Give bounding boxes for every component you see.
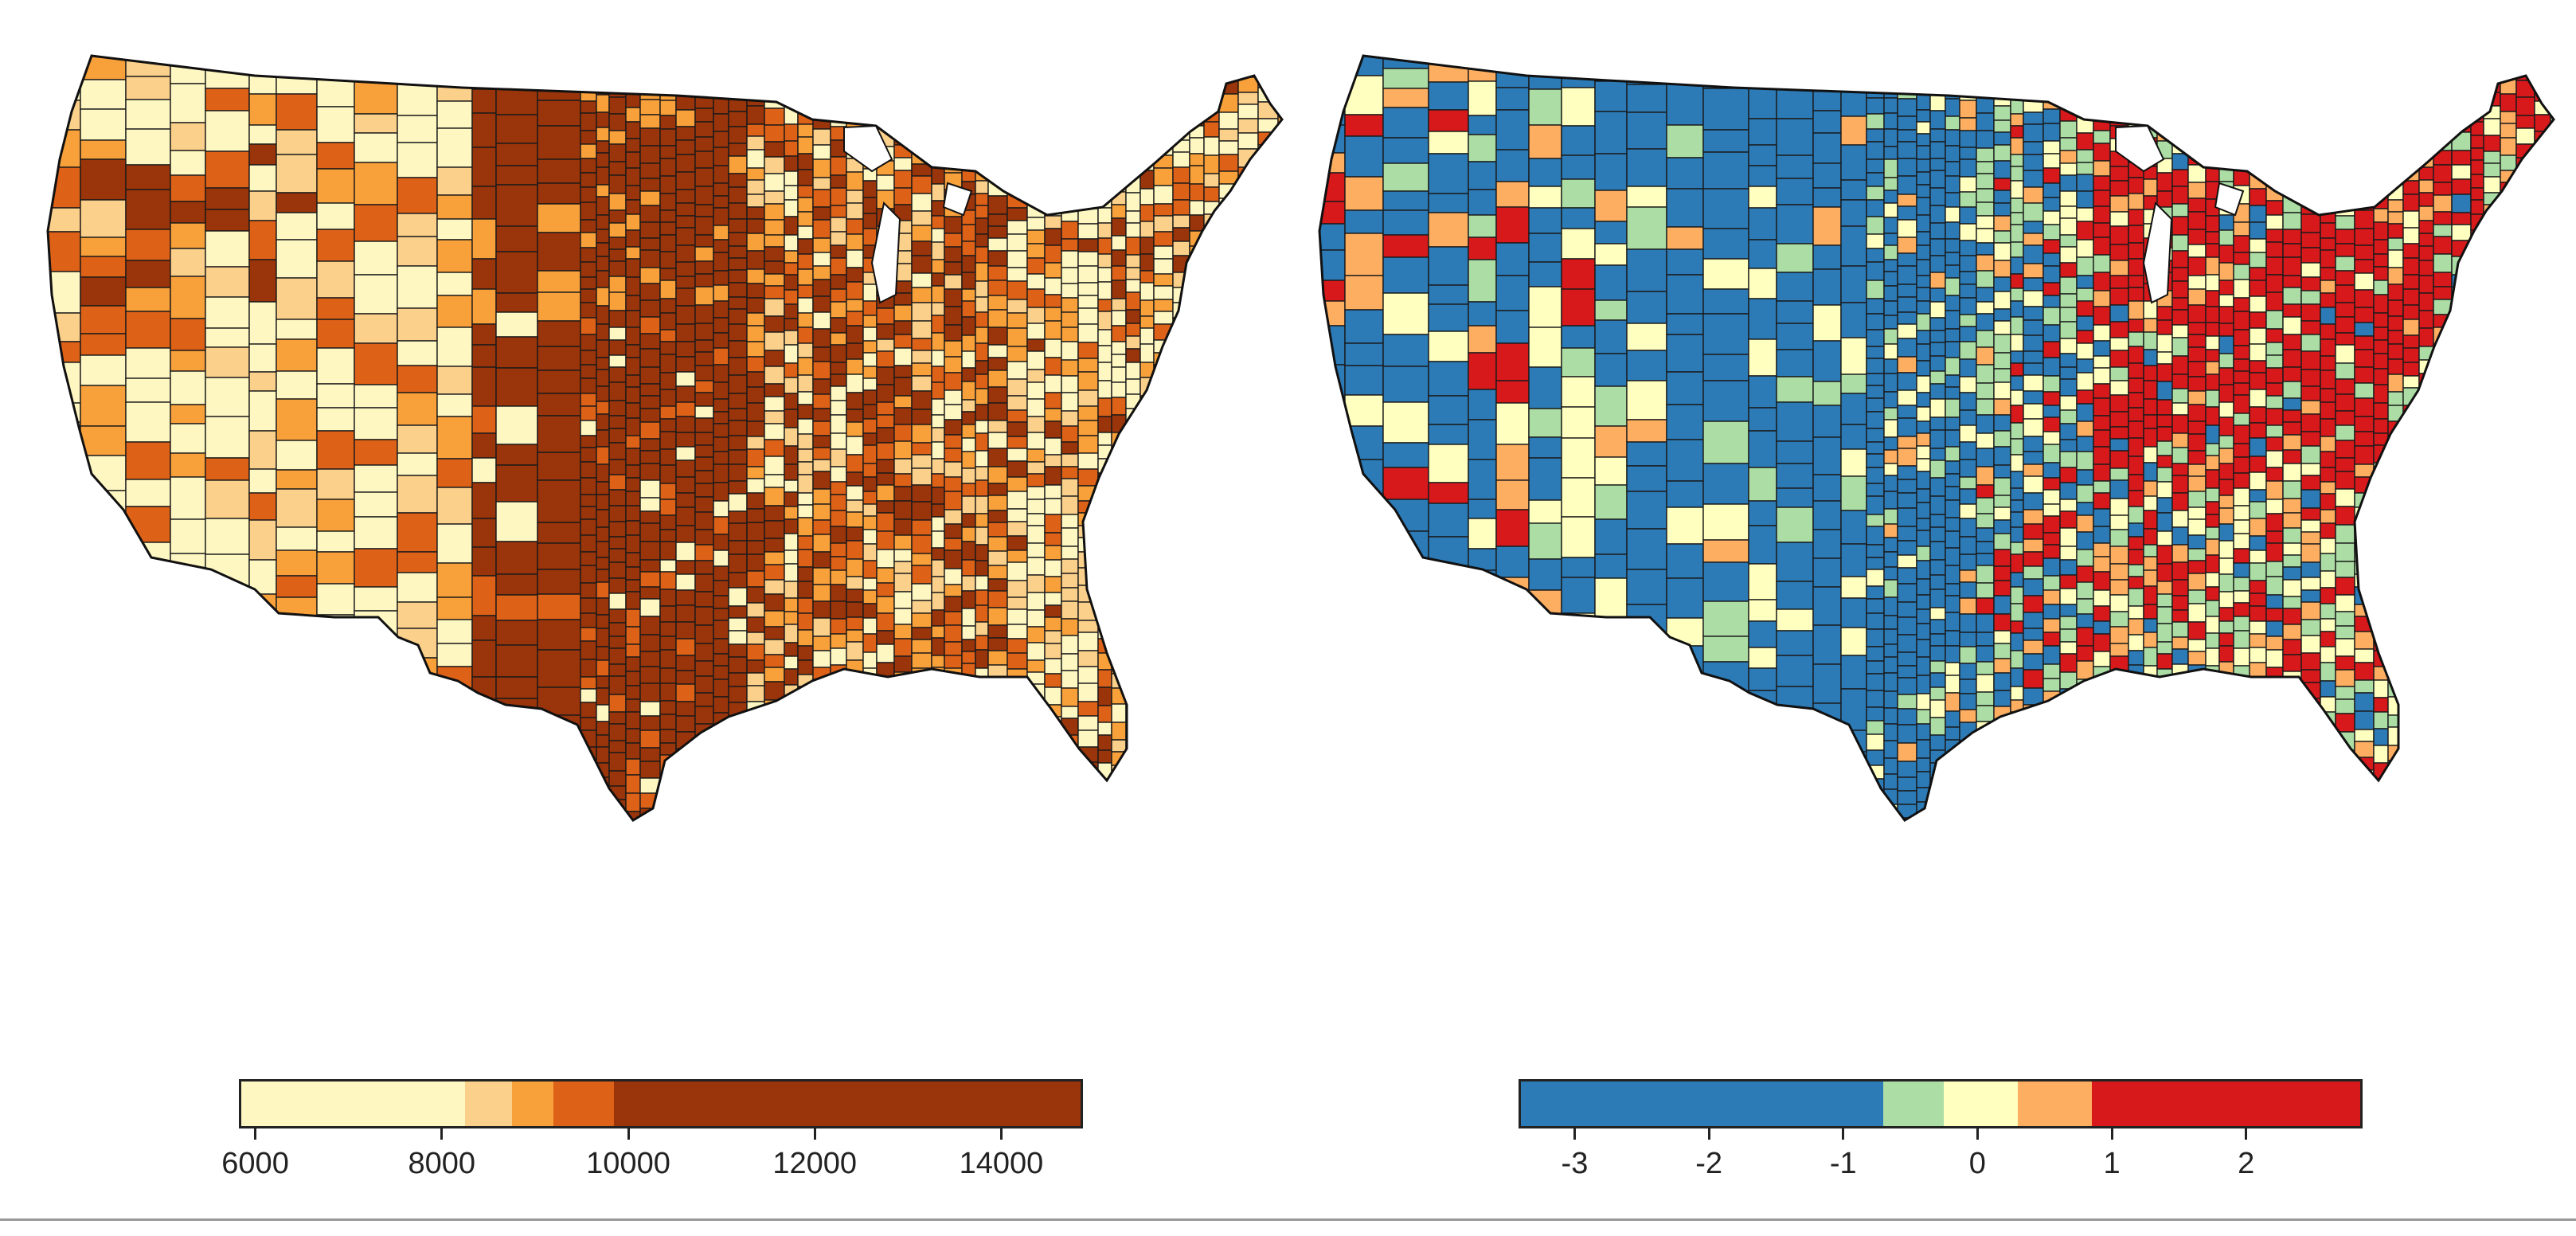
right-map-panel: -3 -2 -1 0 1 2 [1288,0,2576,1236]
legend-tick [813,1128,816,1140]
legend-tick-label: -1 [1829,1147,1857,1180]
legend-tick [440,1128,444,1140]
bottom-rule [0,1218,2576,1221]
legend-tick [627,1128,630,1140]
lake-shape [2214,182,2245,217]
lake-shape [843,124,893,173]
legend-tick-label: 6000 [221,1147,289,1180]
left-map-panel: 6000 8000 10000 12000 14000 [46,54,1284,1180]
us-outline [1318,54,2555,822]
lake-shape [942,182,973,217]
legend-swatch [1944,1082,2018,1126]
legend-tick [1573,1128,1576,1140]
legend-tick-label: 10000 [586,1147,670,1180]
us-county-map-right [1318,54,2555,822]
us-outline [46,54,1284,822]
legend-tick-label: 0 [1968,1147,1986,1180]
legend-tick [2110,1128,2113,1140]
legend-tick [1842,1128,1845,1140]
legend-swatch [2017,1082,2092,1126]
us-county-map-left [46,54,1284,822]
county-fill-group [48,56,1282,820]
legend-tick-label: 14000 [959,1147,1044,1180]
county-fill-group [1319,56,2554,820]
legend-swatch [465,1082,512,1126]
legend-tick-label: 12000 [772,1147,858,1180]
legend-swatch [241,1082,466,1126]
legend-tick [254,1128,257,1140]
legend-swatch [2091,1082,2360,1126]
legend-swatch [1883,1082,1945,1126]
color-legend-left [239,1079,1083,1128]
lake-shape [2142,201,2173,304]
legend-tick [999,1128,1003,1140]
legend-tick [1707,1128,1710,1140]
legend-tick-label: -2 [1695,1147,1722,1180]
legend-tick-label: 1 [2103,1147,2121,1180]
legend-tick-label: 2 [2238,1147,2255,1180]
legend-tick [2245,1128,2248,1140]
color-legend-right [1519,1079,2363,1128]
legend-tick-label: 8000 [408,1147,476,1180]
legend-swatch [614,1082,1081,1126]
legend-swatch [1521,1082,1884,1126]
lake-shape [2115,124,2165,173]
legend-tick [1976,1128,1979,1140]
legend-tick-label: -3 [1561,1147,1589,1180]
legend-swatch [553,1082,615,1126]
lake-shape [870,201,901,304]
legend-swatch [511,1082,554,1126]
